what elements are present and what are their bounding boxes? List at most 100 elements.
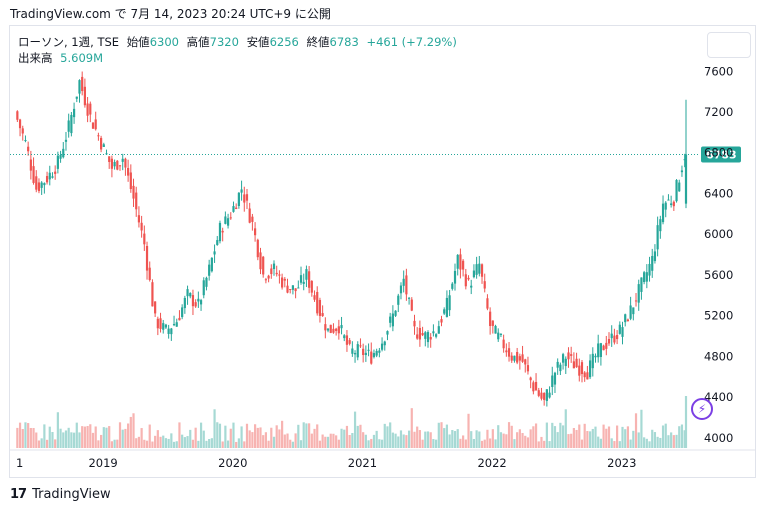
volume-bar (678, 426, 681, 448)
candle-body (156, 318, 159, 329)
candle-body (181, 307, 184, 318)
volume-bar (543, 440, 546, 448)
volume-bar (62, 432, 65, 448)
chart-settings-box[interactable] (707, 32, 751, 58)
volume-bar (102, 427, 105, 448)
candle-body (54, 171, 57, 174)
volume-bar (378, 439, 381, 448)
candle-body (435, 334, 438, 337)
volume-bar (497, 425, 500, 448)
candle-body (634, 300, 638, 302)
volume-bar (626, 426, 630, 448)
volume-bar (289, 439, 292, 448)
volume-bar (356, 425, 359, 448)
volume-bar (154, 435, 157, 448)
volume-bar (359, 424, 362, 448)
candle-body (267, 275, 270, 279)
candle-body (224, 216, 227, 224)
candle-body (302, 281, 305, 284)
candle-body (140, 222, 143, 231)
low-value: 6256 (269, 35, 299, 49)
volume-bar (416, 426, 419, 448)
candle-body (532, 382, 535, 392)
volume-bar (559, 422, 562, 448)
change-value: +461 (+7.29%) (366, 35, 457, 49)
candle-body (472, 270, 476, 278)
candle-body (262, 256, 265, 275)
volume-bar (572, 428, 575, 448)
brand-name: TradingView (32, 487, 111, 502)
candle-body (91, 122, 95, 129)
volume-bar (353, 411, 357, 448)
volume-bar (383, 423, 386, 448)
candle-body (356, 344, 359, 358)
volume-bar (121, 429, 124, 448)
volume-bar (270, 427, 273, 448)
candle-body (291, 285, 295, 290)
candle-body (421, 333, 424, 336)
candle-body (205, 277, 208, 287)
candle-body (86, 103, 89, 116)
volume-bar (372, 434, 376, 448)
candle-body (137, 215, 141, 223)
candle-body (684, 154, 688, 204)
volume-bar (148, 424, 151, 448)
volume-bar (189, 429, 192, 448)
chart-panel[interactable]: 6783 4000 4400 4800 5200 5600 6000 6400 6800 720… (9, 25, 756, 478)
volume-bar (491, 429, 494, 448)
volume-bar (164, 438, 168, 448)
open-label: 始値 (126, 35, 150, 49)
candle-body (281, 277, 284, 288)
volume-bar (143, 439, 146, 448)
candle-body (497, 332, 500, 340)
volume-bar (424, 431, 427, 448)
candle-body (418, 327, 421, 340)
candle-body (664, 202, 667, 210)
close-value: 6783 (329, 35, 359, 49)
candle-body (143, 233, 146, 245)
candle-body (537, 390, 540, 396)
volume-bar (370, 438, 373, 448)
candle-body (186, 289, 189, 297)
symbol-label[interactable]: ローソン, 1週, TSE (18, 35, 120, 49)
candle-body (570, 354, 573, 356)
candle-body (43, 183, 46, 186)
candle-body (172, 323, 176, 326)
volume-bar (467, 413, 470, 448)
volume-bar (462, 435, 465, 448)
footer-brand[interactable]: 17 TradingView (10, 487, 111, 502)
volume-bar (116, 439, 119, 448)
candle-body (586, 372, 589, 380)
candle-body (659, 219, 662, 232)
candle-body (362, 348, 365, 356)
volume-bar (259, 427, 262, 448)
volume-bar (413, 431, 416, 448)
price-chart[interactable]: 6783 4000 4400 4800 5200 5600 6000 6400 6800 720… (10, 26, 755, 477)
candle-body (572, 361, 575, 369)
candle-body (489, 311, 492, 326)
volume-bar (524, 435, 527, 448)
volume-bar (16, 427, 19, 448)
volume-bar (162, 435, 165, 448)
candle-body (113, 162, 116, 167)
volume-bar (399, 430, 403, 448)
candle-body (121, 158, 124, 162)
volume-bar (197, 440, 200, 448)
volume-bar (226, 440, 230, 448)
candle-body (259, 252, 262, 270)
lightning-icon[interactable]: ⚡ (691, 398, 713, 420)
candle-body (670, 203, 673, 205)
volume-bar (316, 424, 319, 448)
candle-body (626, 319, 630, 322)
candle-body (37, 182, 41, 192)
y-tick-label: 5200 (704, 309, 733, 323)
volume-bar (643, 437, 646, 448)
volume-bar (548, 441, 551, 448)
candle-body (402, 278, 405, 286)
volume-bar (140, 428, 143, 448)
candle-body (632, 307, 635, 315)
candle-body (162, 323, 165, 330)
volume-bar (624, 429, 627, 448)
volume-bar (275, 425, 278, 448)
volume-bar (127, 423, 130, 448)
